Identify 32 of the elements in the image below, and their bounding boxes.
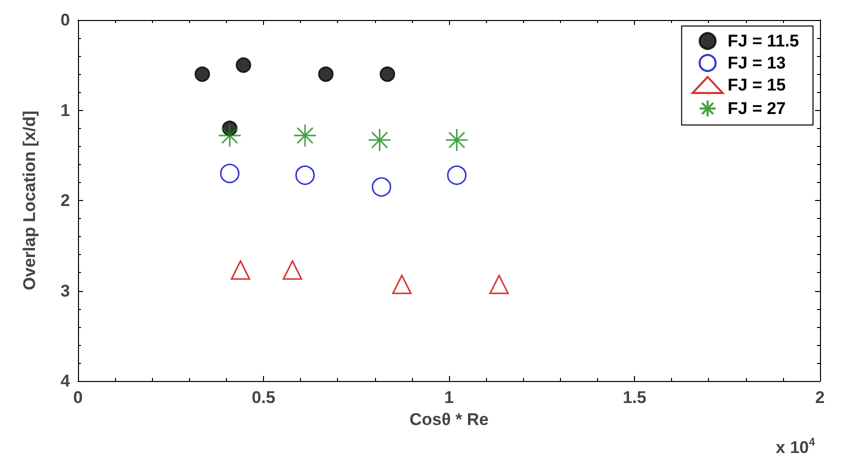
y-tick-label: 4 [60,372,71,390]
legend-label: FJ = 15 [728,76,786,94]
point [230,260,250,280]
y-tick-label: 1 [60,100,70,120]
point [380,66,396,82]
point [194,66,210,82]
legend-label: FJ = 27 [728,99,786,118]
x-tick-label: 0 [73,388,83,407]
point [295,165,315,185]
point [368,128,392,152]
legend-label: FJ = 13 [728,54,786,72]
y-tick-label: 3 [60,281,70,300]
point [372,177,392,197]
point [489,274,509,294]
x-tick-label: 1.5 [622,388,646,407]
x-tick-label: 2 [815,388,825,407]
y-axis-title: Overlap Location [x/d] [20,110,39,290]
x-tick-label: 0.5 [252,388,276,407]
point [392,274,412,294]
point [220,164,240,184]
y-tick-label: 2 [60,191,70,210]
x-tick-label: 1 [444,388,454,407]
point [447,165,467,185]
point [445,128,469,152]
point [236,57,252,73]
y-tick-label: 0 [60,10,70,30]
point [293,124,317,148]
point [318,66,334,82]
legend-label: FJ = 11.5 [728,32,800,50]
x-axis-title: Cosθ * Re [409,410,489,429]
point [218,124,242,148]
point [282,260,302,280]
